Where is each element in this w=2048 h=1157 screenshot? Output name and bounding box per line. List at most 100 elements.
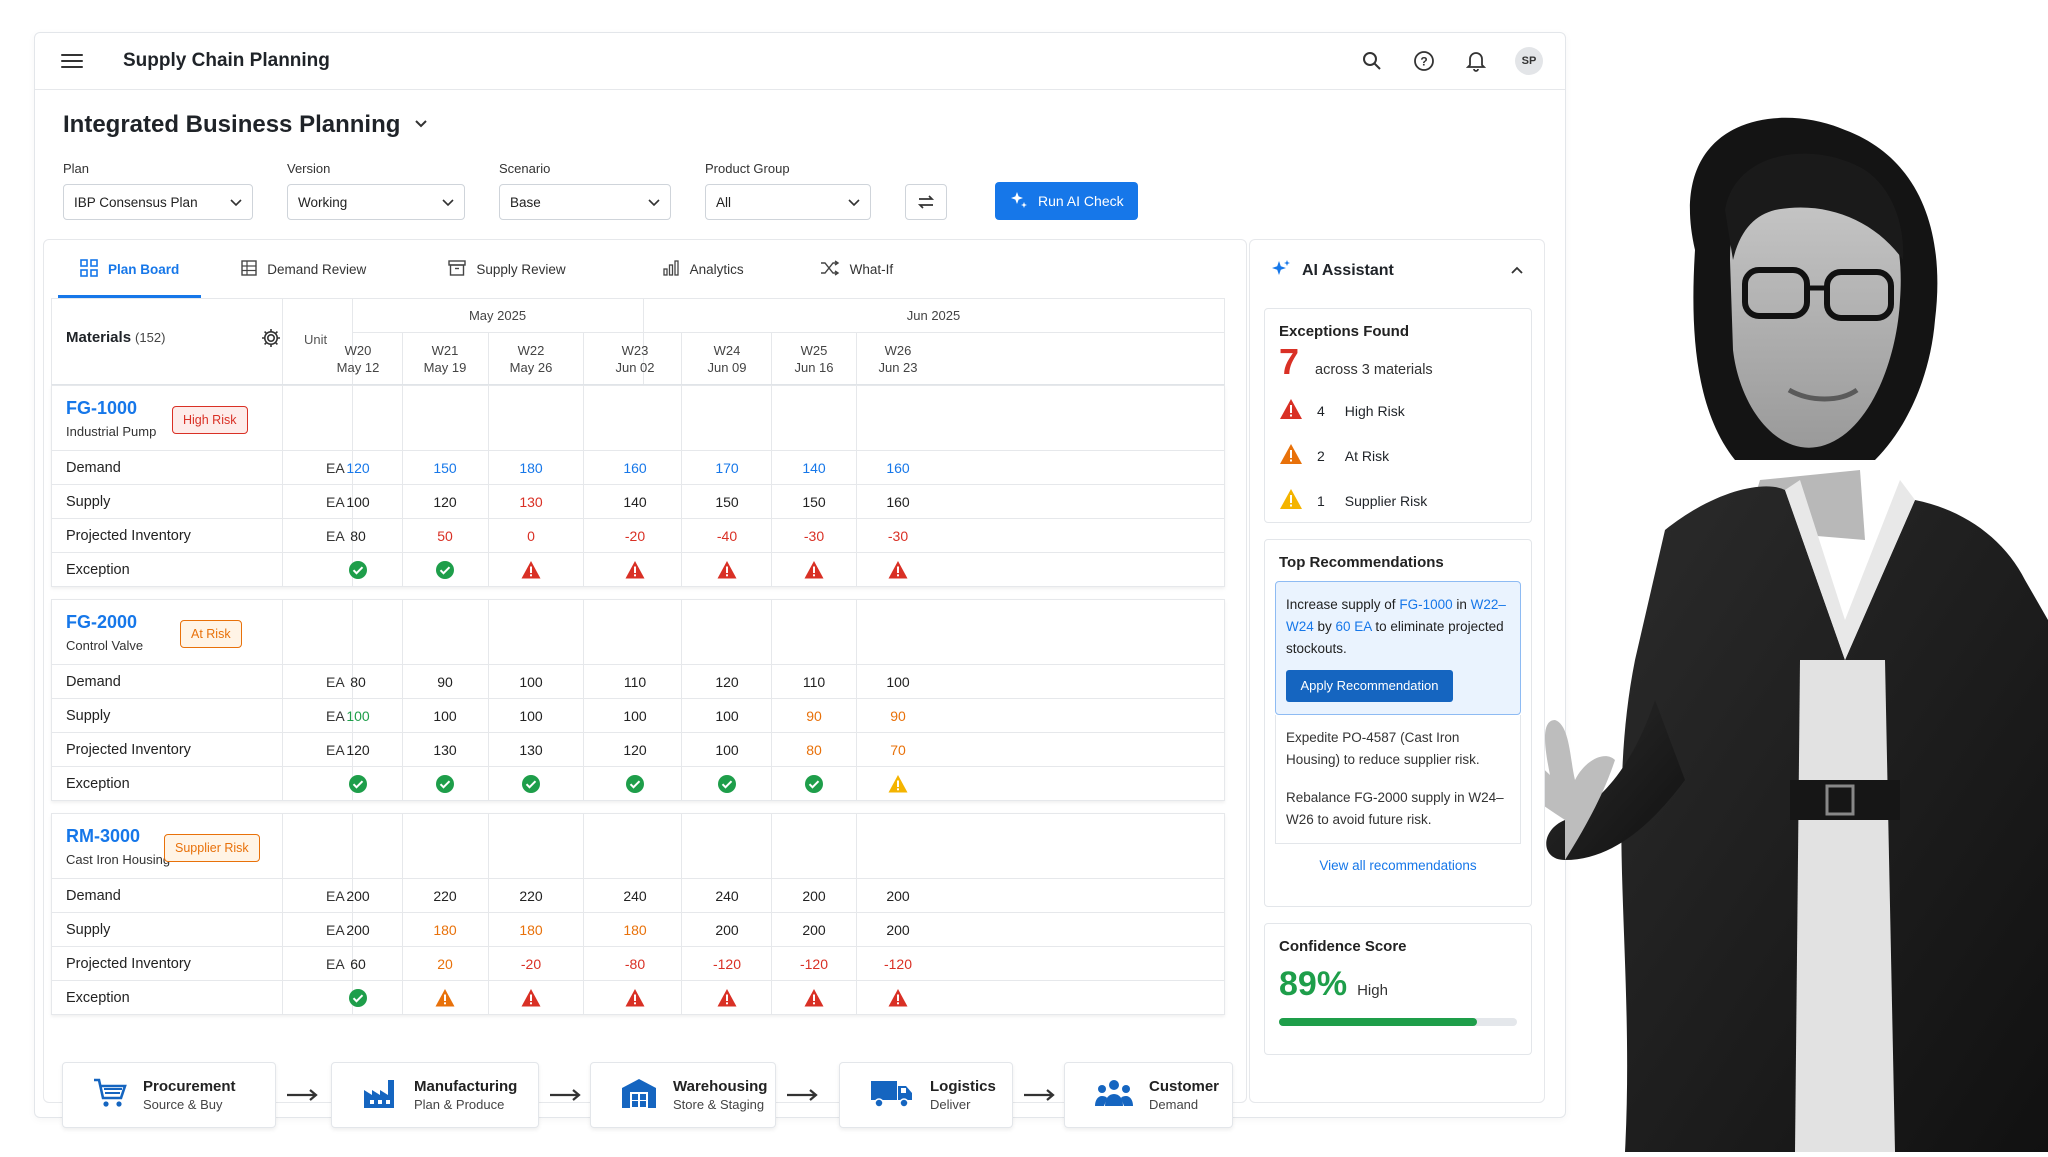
value-cell[interactable]: 150 [802,494,826,510]
value-cell[interactable]: -120 [883,956,913,972]
value-cell[interactable]: 100 [433,708,457,724]
value-cell[interactable]: 120 [433,494,457,510]
exception-row: Exception [52,766,1224,800]
material-code[interactable]: RM-3000 [66,826,141,846]
value-cell[interactable]: 140 [623,494,647,510]
value-cell[interactable]: 200 [346,888,370,904]
value-cell[interactable]: 80 [806,742,822,758]
value-cell[interactable]: 220 [519,888,543,904]
plan-select[interactable]: IBP Consensus Plan [63,184,253,220]
value-cell[interactable]: 130 [519,494,543,510]
value-cell[interactable]: 120 [715,674,739,690]
value-cell[interactable]: 160 [623,460,647,476]
value-cell[interactable]: 130 [433,742,457,758]
value-cell[interactable]: 180 [519,922,543,938]
chevron-down-icon[interactable] [414,116,428,134]
value-cell[interactable]: 130 [519,742,543,758]
value-cell[interactable]: 100 [715,742,739,758]
product-group-select[interactable]: All [705,184,871,220]
value-cell[interactable]: 180 [519,460,543,476]
value-cell[interactable]: 110 [623,674,647,690]
value-cell[interactable]: 120 [346,742,370,758]
value-cell[interactable]: 200 [802,922,826,938]
value-cell[interactable]: 200 [715,922,739,938]
user-avatar[interactable]: SP [1515,47,1543,75]
value-cell[interactable]: 180 [623,922,647,938]
value-cell[interactable]: -120 [799,956,829,972]
value-cell[interactable]: -20 [624,528,646,544]
bell-icon[interactable] [1463,48,1489,74]
value-cell[interactable]: 240 [623,888,647,904]
value-cell[interactable]: 0 [527,528,535,544]
supplier-risk-count: 1 [1317,492,1325,509]
apply-recommendation-button[interactable]: Apply Recommendation [1286,670,1453,702]
value-cell[interactable]: 60 [350,956,366,972]
value-cell[interactable]: 90 [806,708,822,724]
flow-step-manufacturing[interactable]: Manufacturing Plan & Produce [331,1062,539,1128]
flow-step-logistics[interactable]: Logistics Deliver [839,1062,1013,1128]
value-cell[interactable]: 110 [802,674,826,690]
help-icon[interactable]: ? [1411,48,1437,74]
value-cell[interactable]: 100 [715,708,739,724]
value-cell[interactable]: 120 [623,742,647,758]
gear-icon[interactable] [260,327,282,354]
scenario-select[interactable]: Base [499,184,671,220]
value-cell[interactable]: 50 [437,528,453,544]
swap-icon[interactable] [905,184,947,220]
value-cell[interactable]: 100 [346,494,370,510]
value-cell[interactable]: 160 [886,460,910,476]
tab-supply-review[interactable]: Supply Review [426,240,587,298]
value-cell[interactable]: 100 [886,674,910,690]
tab-demand-review[interactable]: Demand Review [219,240,388,298]
version-select[interactable]: Working [287,184,465,220]
material-code[interactable]: FG-1000 [66,398,138,418]
value-cell[interactable]: -30 [887,528,909,544]
value-cell[interactable]: 100 [346,708,370,724]
value-cell[interactable]: 200 [886,922,910,938]
tab-plan-board[interactable]: Plan Board [58,240,202,298]
value-cell[interactable]: 90 [890,708,906,724]
reco-material-link[interactable]: FG-1000 [1399,597,1453,612]
value-cell[interactable]: 180 [433,922,457,938]
week-header: W20 May 12 [313,335,403,383]
value-cell[interactable]: 200 [802,888,826,904]
value-cell[interactable]: 70 [890,742,906,758]
value-cell[interactable]: -120 [712,956,742,972]
value-cell[interactable]: -30 [803,528,825,544]
search-icon[interactable] [1359,48,1385,74]
value-cell[interactable]: 220 [433,888,457,904]
flow-step-procurement[interactable]: Procurement Source & Buy [62,1062,276,1128]
value-cell[interactable]: 20 [437,956,453,972]
value-cell[interactable]: 100 [519,674,543,690]
value-cell[interactable]: -80 [624,956,646,972]
value-cell[interactable]: 150 [715,494,739,510]
value-cell[interactable]: 80 [350,674,366,690]
recommendation-item[interactable]: Rebalance FG-2000 supply in W24–W26 to a… [1275,783,1521,844]
value-cell[interactable]: 200 [346,922,370,938]
value-cell[interactable]: 150 [433,460,457,476]
value-cell[interactable]: 160 [886,494,910,510]
value-cell[interactable]: 170 [715,460,739,476]
view-all-recommendations-link[interactable]: View all recommendations [1319,858,1477,873]
value-cell[interactable]: 240 [715,888,739,904]
flow-step-title: Manufacturing [414,1078,518,1095]
hamburger-menu-icon[interactable] [61,54,83,68]
value-cell[interactable]: 140 [802,460,826,476]
value-cell[interactable]: 200 [886,888,910,904]
value-cell[interactable]: 120 [346,460,370,476]
value-cell[interactable]: -20 [520,956,542,972]
flow-step-customer[interactable]: Customer Demand [1064,1062,1233,1128]
tab-analytics[interactable]: Analytics [640,240,766,298]
flow-step-warehousing[interactable]: Warehousing Store & Staging [590,1062,776,1128]
value-cell[interactable]: 80 [350,528,366,544]
value-cell[interactable]: -40 [716,528,738,544]
value-cell[interactable]: 90 [437,674,453,690]
chevron-up-icon[interactable] [1510,262,1524,280]
value-cell[interactable]: 100 [623,708,647,724]
row-label: Projected Inventory [66,742,191,758]
recommendation-item[interactable]: Expedite PO-4587 (Cast Iron Housing) to … [1275,715,1521,783]
material-code[interactable]: FG-2000 [66,612,138,632]
value-cell[interactable]: 100 [519,708,543,724]
tab-what-if[interactable]: What-If [798,240,916,298]
run-ai-check-button[interactable]: Run AI Check [995,182,1138,220]
